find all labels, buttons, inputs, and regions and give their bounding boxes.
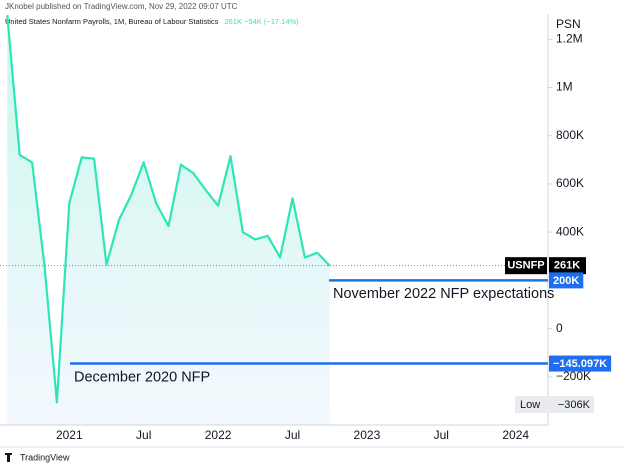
line — [6, 15, 331, 404]
last-value-box — [549, 257, 586, 275]
y-tick-label: 400K — [556, 224, 584, 238]
logo-icon — [5, 453, 12, 462]
x-tick-label: 2021 — [56, 428, 83, 442]
chart-title: United States Nonfarm Payrolls, 1M, Bure… — [5, 17, 219, 26]
x-tick-label: Jul — [434, 428, 449, 442]
reference-text: November 2022 NFP expectations — [333, 286, 554, 302]
scale-label: PSN — [556, 17, 581, 31]
y-tick-label: 0 — [556, 321, 563, 335]
published: JKnobel published on TradingView.com, No… — [5, 2, 238, 11]
y-tick-label: 800K — [556, 128, 584, 142]
x-tick-label: Jul — [136, 428, 151, 442]
last-value-name: USNFP — [507, 260, 544, 272]
x-tick-label: Jul — [285, 428, 300, 442]
x-tick-label: 2022 — [205, 428, 232, 442]
last-change: 261K −54K (−17.14%) — [224, 17, 299, 26]
reference-text: December 2020 NFP — [74, 369, 210, 385]
reference-label: −145.097K — [553, 358, 607, 370]
low-box — [515, 396, 594, 413]
reference-label-box — [549, 355, 612, 372]
last-value-name-box — [505, 257, 547, 275]
low-name: Low — [520, 399, 540, 411]
y-tick-label: −200K — [556, 369, 591, 383]
last-value-label: 261K — [554, 260, 580, 272]
y-tick-label: 600K — [556, 176, 584, 190]
low-label: −306K — [558, 399, 591, 411]
y-tick-label: 1M — [556, 80, 573, 94]
reference-label-box — [549, 272, 584, 289]
reference-label: 200K — [553, 275, 579, 287]
y-tick-label: 1.2M — [556, 32, 583, 46]
x-tick-label: 2023 — [354, 428, 381, 442]
x-tick-label: 2024 — [502, 428, 529, 442]
footer-logo: TradingView — [20, 452, 70, 462]
area-fill — [7, 15, 330, 425]
